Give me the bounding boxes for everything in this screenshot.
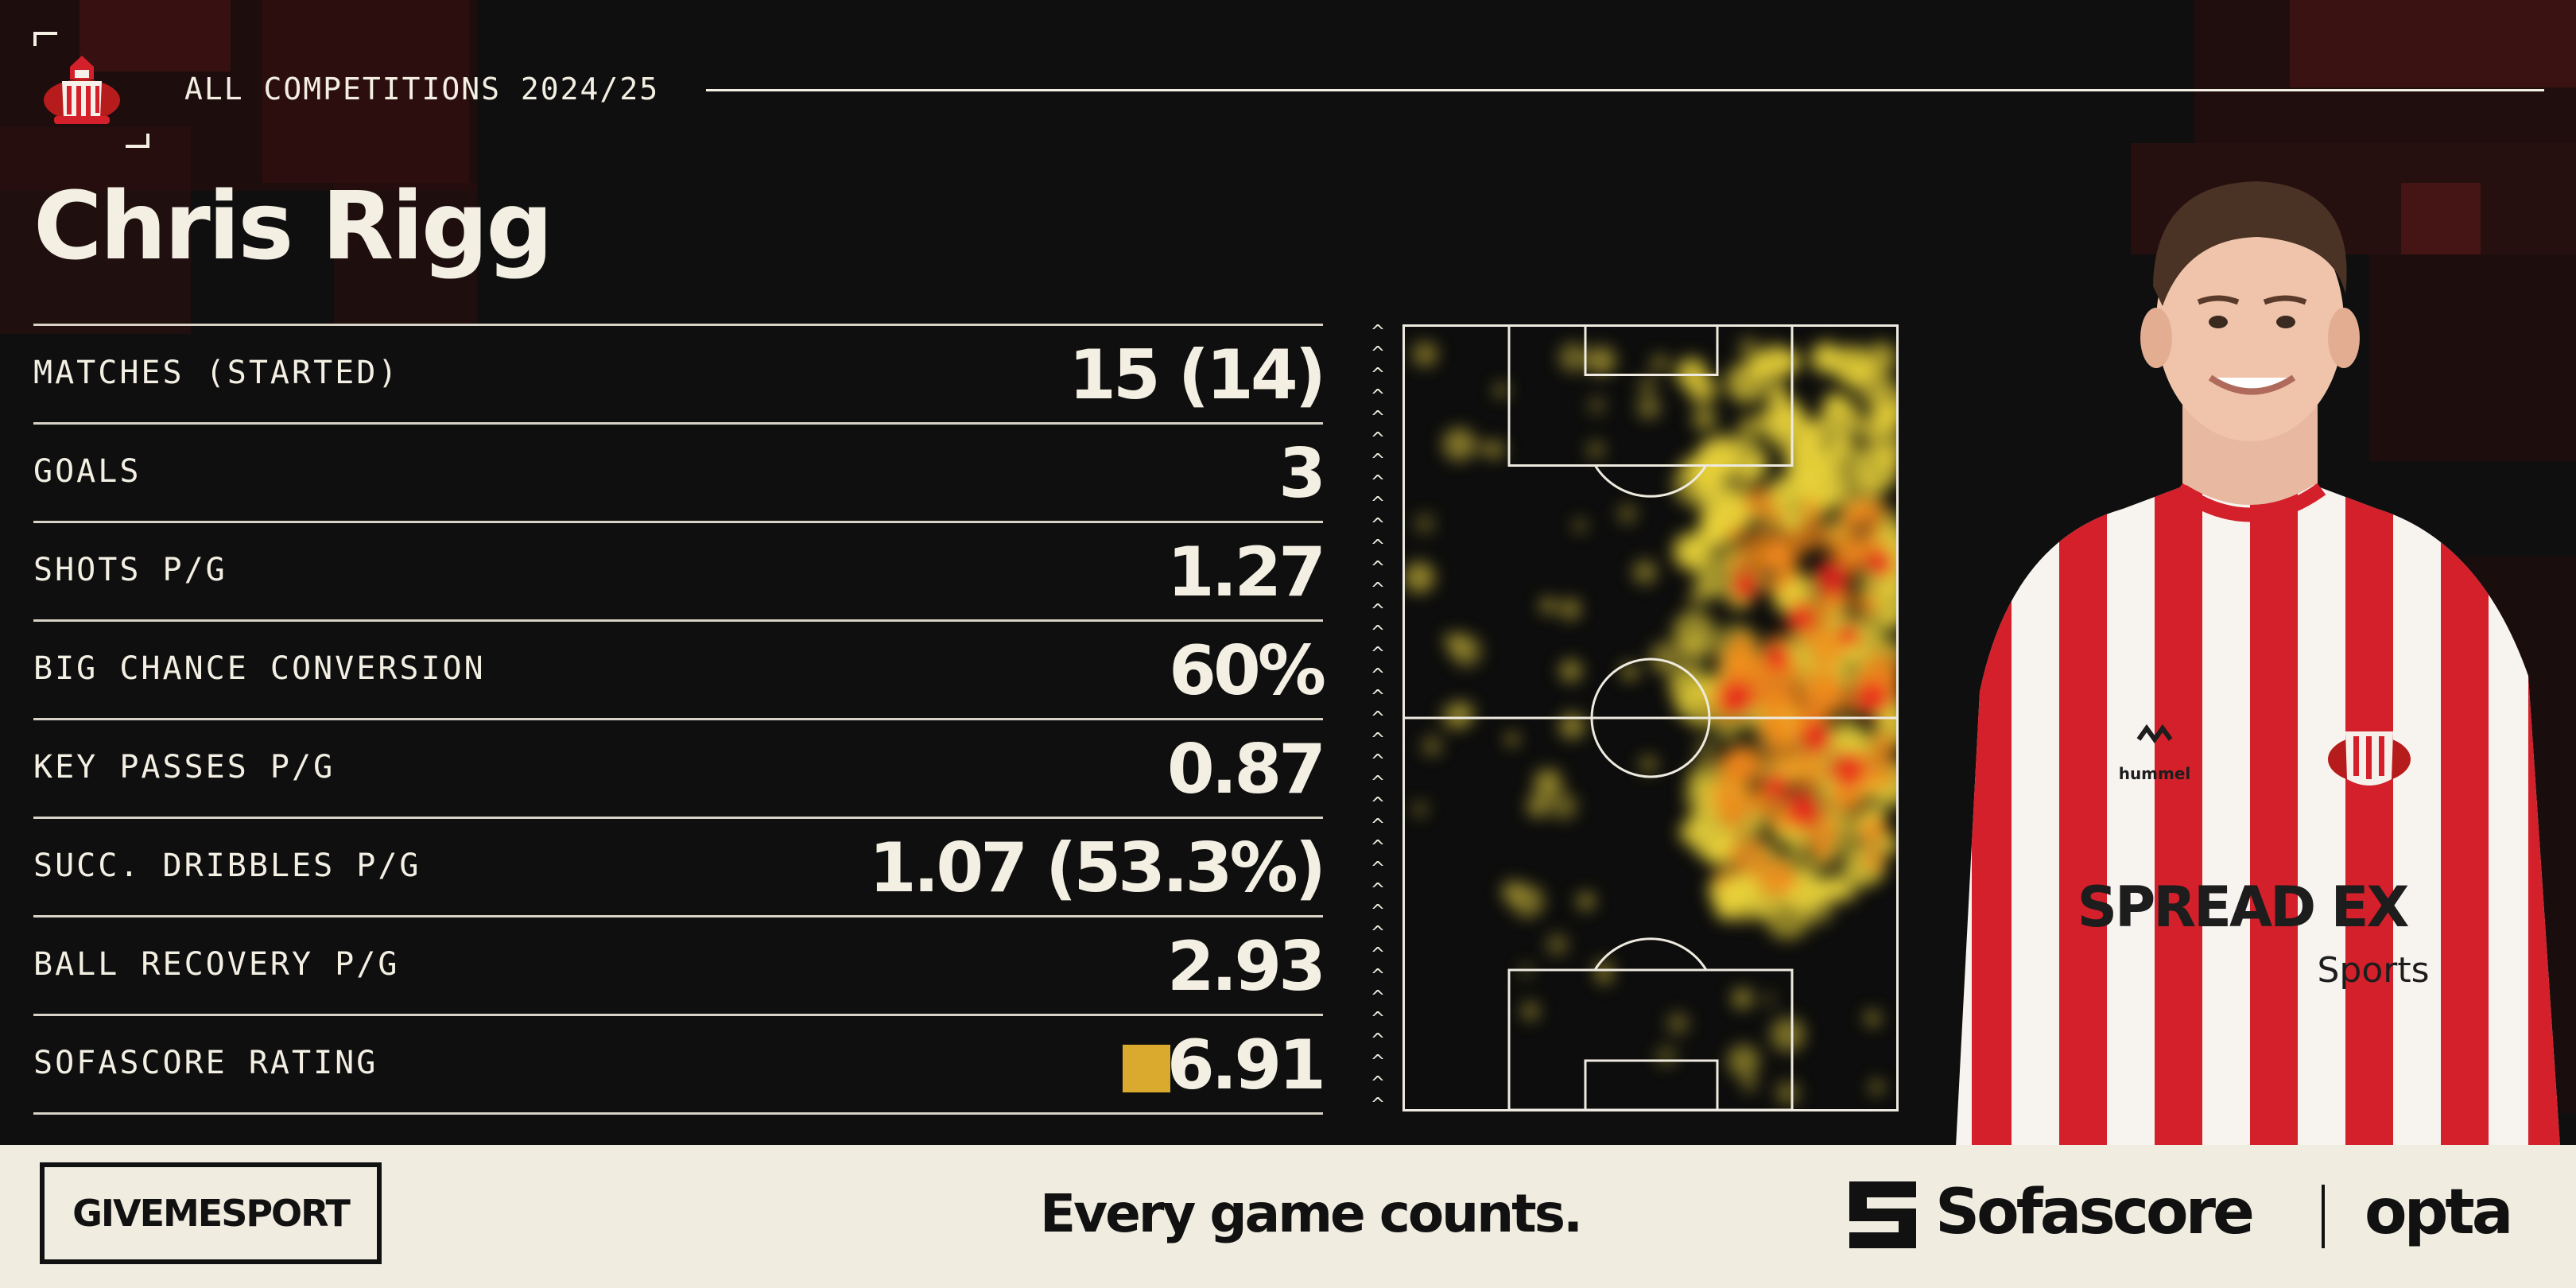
arrow-up-icon: ^	[1370, 687, 1386, 707]
player-name: Chris Rigg	[33, 171, 553, 281]
stat-row-dribbles: SUCC. DRIBBLES P/G 1.07 (53.3%)	[33, 817, 1326, 915]
pitch-lines	[1402, 324, 1899, 1111]
partner-sofascore: Sofascore	[1935, 1177, 2255, 1248]
player-photo: hummel SPREAD EX Sports	[1956, 181, 2560, 1146]
arrow-up-icon: ^	[1370, 966, 1386, 986]
arrow-up-icon: ^	[1370, 451, 1386, 471]
stat-label: SOFASCORE RATING	[33, 1045, 378, 1081]
stat-row-ball-recovery: BALL RECOVERY P/G 2.93	[33, 915, 1326, 1014]
stat-row-key-passes: KEY PASSES P/G 0.87	[33, 718, 1326, 817]
arrow-up-icon: ^	[1370, 322, 1386, 342]
arrow-up-icon: ^	[1370, 580, 1386, 599]
publisher-logo: GIVEMESPORT	[40, 1162, 382, 1264]
arrow-up-icon: ^	[1370, 644, 1386, 664]
stat-value: 1.27	[1166, 533, 1326, 612]
arrow-up-icon: ^	[1370, 408, 1386, 428]
arrow-up-icon: ^	[1370, 1073, 1386, 1093]
arrow-up-icon: ^	[1370, 751, 1386, 771]
stat-label: SHOTS P/G	[33, 552, 227, 588]
pitch-heatmap	[1402, 324, 1899, 1111]
header-rule	[706, 89, 2544, 91]
arrow-up-icon: ^	[1370, 1009, 1386, 1029]
stat-value: 15 (14)	[1069, 336, 1326, 415]
arrow-up-icon: ^	[1370, 880, 1386, 900]
stat-value: 60%	[1169, 631, 1326, 711]
arrow-up-icon: ^	[1370, 515, 1386, 535]
publisher-name: GIVEMESPORT	[72, 1192, 351, 1235]
arrow-up-icon: ^	[1370, 386, 1386, 406]
arrow-up-icon: ^	[1370, 665, 1386, 685]
club-crest-icon	[44, 56, 120, 124]
arrow-up-icon: ^	[1370, 537, 1386, 557]
stat-label: SUCC. DRIBBLES P/G	[33, 848, 421, 884]
arrow-up-icon: ^	[1370, 730, 1386, 750]
stat-value: 3	[1278, 434, 1326, 514]
partner-opta: opta	[2365, 1177, 2513, 1248]
partner-divider	[2322, 1185, 2325, 1248]
rating-color-badge	[1123, 1045, 1170, 1092]
shirt-crest-icon	[2328, 731, 2411, 786]
stat-value: 2.93	[1166, 927, 1326, 1007]
stat-row-big-chance: BIG CHANCE CONVERSION 60%	[33, 619, 1326, 718]
arrow-up-icon: ^	[1370, 472, 1386, 492]
arrow-up-icon: ^	[1370, 773, 1386, 793]
stat-value: 6.91	[1166, 1026, 1326, 1105]
corner-mark-top-left	[33, 32, 57, 46]
stat-row-shots: SHOTS P/G 1.27	[33, 521, 1326, 619]
footer-bar: GIVEMESPORT Every game counts. Sofascore…	[0, 1145, 2576, 1288]
arrow-up-icon: ^	[1370, 923, 1386, 943]
shirt-sponsor: SPREAD EX	[2077, 875, 2409, 940]
arrow-up-icon: ^	[1370, 816, 1386, 836]
stats-table: MATCHES (STARTED) 15 (14) GOALS 3 SHOTS …	[33, 324, 1326, 1115]
arrow-up-icon: ^	[1370, 1052, 1386, 1072]
sofascore-logo-icon	[1849, 1181, 1916, 1248]
arrow-up-icon: ^	[1370, 494, 1386, 514]
tagline: Every game counts.	[1040, 1183, 1583, 1244]
kit-brand-logo: hummel	[2119, 724, 2191, 783]
arrow-up-icon: ^	[1370, 708, 1386, 728]
arrow-up-icon: ^	[1370, 945, 1386, 964]
arrow-up-icon: ^	[1370, 794, 1386, 814]
svg-text:hummel: hummel	[2119, 764, 2191, 783]
attack-direction-arrows: ^ ^ ^ ^ ^ ^ ^ ^ ^ ^ ^ ^ ^ ^ ^ ^ ^ ^ ^ ^ ^ ^ ^ ^ ^ ^ ^ ^ ^ ^ ^ ^ ^ ^ ^ ^ ^	[1368, 321, 1388, 1115]
stat-row-goals: GOALS 3	[33, 422, 1326, 521]
stat-row-rating: SOFASCORE RATING 6.91	[33, 1014, 1326, 1115]
arrow-up-icon: ^	[1370, 558, 1386, 578]
stat-label: BIG CHANCE CONVERSION	[33, 650, 486, 687]
corner-mark-bottom-right	[126, 134, 149, 148]
season-label: ALL COMPETITIONS 2024/25	[184, 72, 660, 107]
arrow-up-icon: ^	[1370, 343, 1386, 363]
arrow-up-icon: ^	[1370, 859, 1386, 879]
arrow-up-icon: ^	[1370, 902, 1386, 921]
stat-value: 1.07 (53.3%)	[868, 828, 1326, 908]
arrow-up-icon: ^	[1370, 1030, 1386, 1050]
stat-label: KEY PASSES P/G	[33, 749, 336, 786]
arrow-up-icon: ^	[1370, 623, 1386, 642]
stat-label: BALL RECOVERY P/G	[33, 946, 400, 983]
stat-value: 0.87	[1166, 730, 1326, 809]
stat-label: GOALS	[33, 453, 142, 490]
arrow-up-icon: ^	[1370, 1095, 1386, 1115]
stat-row-matches: MATCHES (STARTED) 15 (14)	[33, 324, 1326, 422]
arrow-up-icon: ^	[1370, 429, 1386, 449]
arrow-up-icon: ^	[1370, 365, 1386, 385]
shirt-sponsor-sub: Sports	[2317, 950, 2429, 991]
arrow-up-icon: ^	[1370, 837, 1386, 857]
stat-label: MATCHES (STARTED)	[33, 355, 400, 391]
arrow-up-icon: ^	[1370, 987, 1386, 1007]
arrow-up-icon: ^	[1370, 601, 1386, 621]
